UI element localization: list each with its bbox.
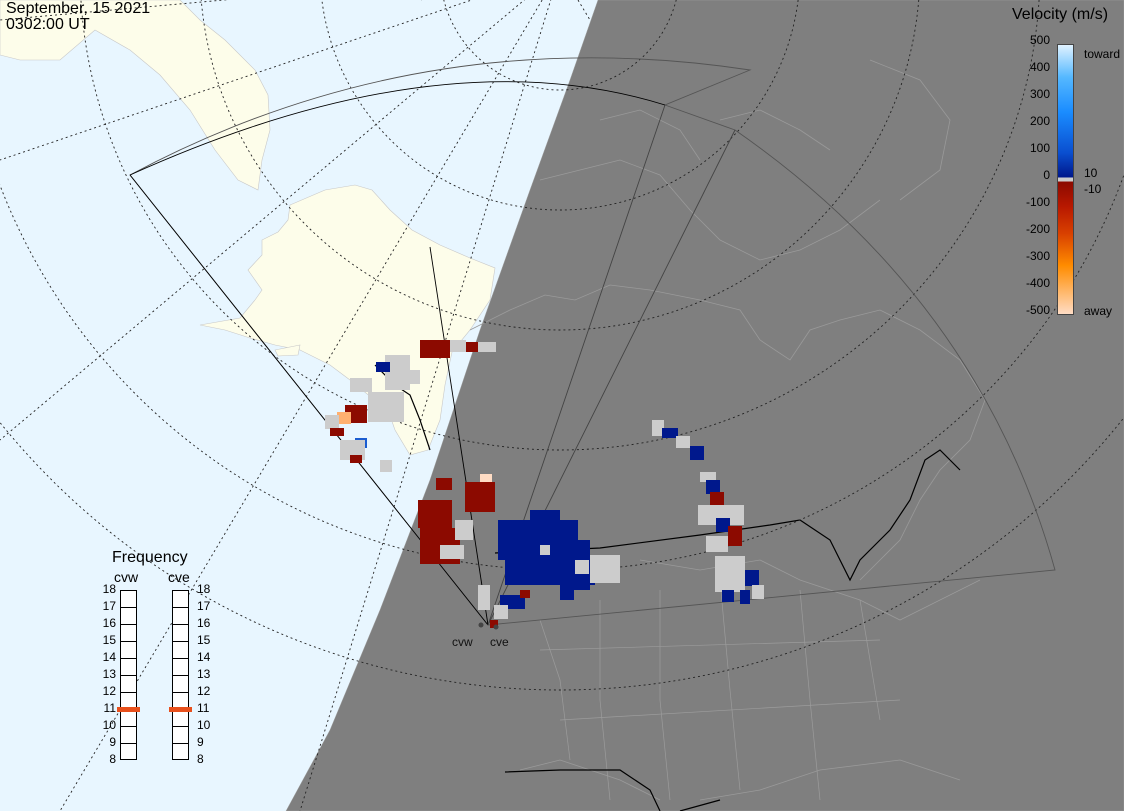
velocity-tick: -100 [1025, 195, 1050, 209]
frequency-gridline [121, 658, 136, 659]
frequency-tick: 16 [102, 616, 116, 630]
longitude-lines [0, 0, 591, 811]
inner-label-negative: -10 [1084, 182, 1102, 196]
velocity-tick: 100 [1029, 141, 1050, 155]
frequency-gridline [173, 726, 188, 727]
velocity-tick: -200 [1025, 222, 1050, 236]
time-label: 0302:00 UT [6, 16, 90, 33]
velocity-tick: -300 [1025, 249, 1050, 263]
frequency-gridline [173, 692, 188, 693]
frequency-tick: 9 [197, 735, 204, 749]
frequency-gridline [121, 641, 136, 642]
freq-radar-label-cvw: cvw [114, 569, 139, 585]
frequency-tick: 14 [197, 650, 211, 664]
frequency-tick: 17 [102, 599, 116, 613]
frequency-gridline [121, 624, 136, 625]
frequency-gridline [121, 675, 136, 676]
frequency-gridline [173, 607, 188, 608]
velocity-tick: 300 [1029, 87, 1050, 101]
frequency-tick: 13 [197, 667, 211, 681]
frequency-marker-cve [169, 707, 192, 712]
frequency-tick: 10 [102, 718, 116, 732]
frequency-tick: 18 [197, 582, 211, 596]
frequency-gridline [173, 658, 188, 659]
frequency-gauge-cvw [120, 590, 137, 760]
frequency-gauge-cve [172, 590, 189, 760]
frequency-tick: 16 [197, 616, 211, 630]
site-dot-cve [493, 624, 499, 630]
latitude-lines [0, 0, 1124, 691]
frequency-tick: 14 [102, 650, 116, 664]
velocity-scale-title: Velocity (m/s) [1012, 6, 1109, 23]
frequency-tick: 11 [197, 701, 210, 715]
frequency-tick: 10 [197, 718, 211, 732]
frequency-gridline [173, 641, 188, 642]
toward-label: toward [1084, 47, 1121, 61]
velocity-tick: -500 [1025, 303, 1050, 317]
frequency-tick: 12 [197, 684, 211, 698]
frequency-tick: 15 [102, 633, 116, 647]
velocity-tick: 400 [1029, 60, 1050, 74]
site-label-cve: cve [490, 635, 509, 649]
frequency-tick: 15 [197, 633, 211, 647]
frequency-gridline [121, 743, 136, 744]
frequency-title: Frequency [112, 549, 188, 566]
province-borders [539, 579, 901, 801]
frequency-gridline [173, 743, 188, 744]
frequency-tick: 12 [102, 684, 116, 698]
velocity-tick: 0 [1043, 168, 1050, 182]
frequency-gridline [121, 607, 136, 608]
away-label: away [1084, 304, 1113, 318]
frequency-tick: 8 [197, 752, 204, 766]
frequency-tick: 17 [197, 599, 211, 613]
frequency-gridline [121, 726, 136, 727]
velocity-colorbar [1057, 44, 1074, 315]
velocity-tick: 200 [1029, 114, 1050, 128]
inner-label-positive: 10 [1084, 166, 1098, 180]
frequency-marker-cvw [117, 707, 140, 712]
frequency-tick: 9 [109, 735, 116, 749]
freq-radar-label-cve: cve [168, 569, 190, 585]
date-label: September, 15 2021 [6, 0, 151, 17]
frequency-tick: 13 [102, 667, 116, 681]
frequency-gridline [173, 624, 188, 625]
velocity-cells [325, 340, 764, 628]
site-dot-cvw [478, 622, 484, 628]
site-label-cvw: cvw [452, 635, 473, 649]
velocity-tick: -400 [1025, 276, 1050, 290]
frequency-tick: 18 [102, 582, 116, 596]
frequency-gridline [173, 675, 188, 676]
frequency-gridline [121, 692, 136, 693]
frequency-tick: 11 [103, 701, 116, 715]
land-siberia [0, 0, 271, 191]
velocity-tick: 500 [1029, 33, 1050, 47]
frequency-tick: 8 [109, 752, 116, 766]
land-island-1 [274, 344, 301, 357]
